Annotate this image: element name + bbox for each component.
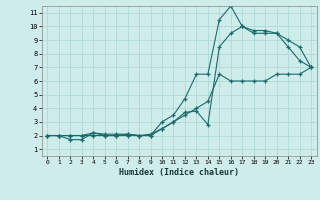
X-axis label: Humidex (Indice chaleur): Humidex (Indice chaleur) (119, 168, 239, 177)
